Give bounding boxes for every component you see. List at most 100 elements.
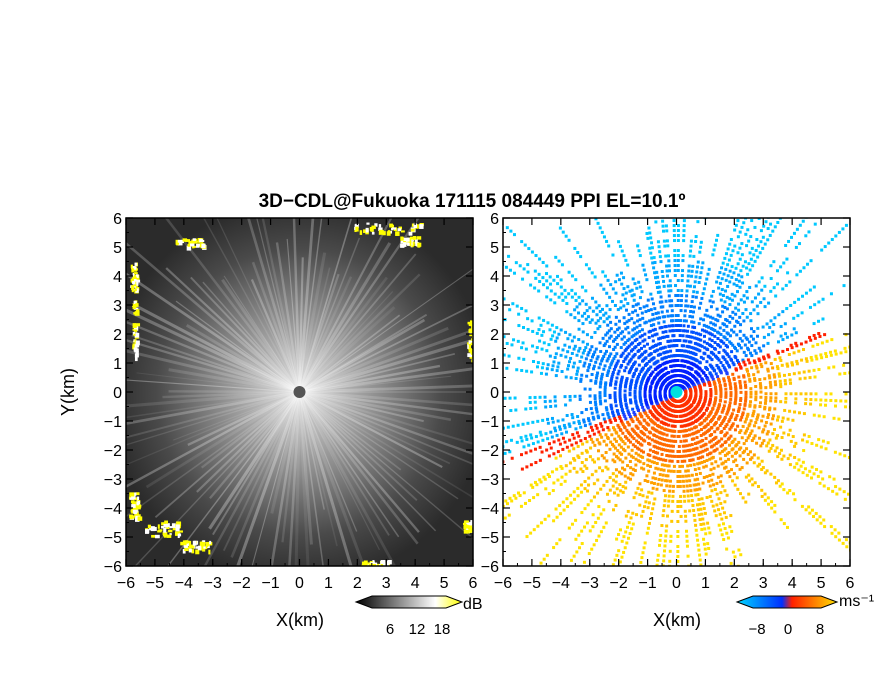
velocity-pixel [636,319,640,323]
edge-echo-pixel [410,236,415,240]
velocity-pixel [724,369,728,373]
velocity-pixel [654,276,658,280]
velocity-pixel [594,381,598,385]
velocity-pixel [792,351,796,355]
velocity-pixel [794,245,798,249]
reflectivity-ray [299,391,473,540]
velocity-pixel [695,446,699,450]
velocity-pixel [592,353,596,357]
velocity-pixel [532,496,536,500]
velocity-pixel [615,409,619,413]
velocity-pixel [737,447,741,451]
velocity-pixel [776,479,780,483]
velocity-pixel [673,254,677,258]
velocity-pixel [582,348,586,352]
velocity-pixel [649,324,653,328]
velocity-pixel [723,300,727,304]
velocity-pixel [793,465,797,469]
velocity-pixel [580,411,584,415]
edge-echo-pixel [197,545,202,551]
velocity-pixel [780,363,784,367]
velocity-pixel [646,236,650,240]
velocity-pixel [581,322,585,326]
edge-echo-pixel [135,303,139,307]
velocity-pixel [619,300,623,304]
velocity-pixel [698,361,702,365]
velocity-pixel [784,283,788,287]
velocity-pixel [717,351,721,355]
velocity-pixel [764,386,768,390]
edge-echo-pixel [195,546,199,549]
velocity-pixel [497,260,500,263]
velocity-pixel [609,379,613,383]
velocity-pixel [709,391,713,395]
velocity-pixel [503,451,507,455]
velocity-pixel [677,449,681,453]
edge-echo-pixel [188,540,192,545]
edge-echo-pixel [164,520,168,524]
velocity-pixel [679,319,683,323]
velocity-pixel [664,458,668,462]
velocity-pixel [663,443,667,447]
velocity-pixel [590,355,594,359]
velocity-pixel [626,325,630,329]
velocity-pixel [710,294,714,298]
velocity-pixel [762,297,766,301]
reflectivity-ray [299,391,459,500]
velocity-pixel [558,454,562,458]
velocity-pixel [628,391,632,395]
velocity-pixel [672,334,676,338]
velocity-pixel [745,414,749,418]
velocity-pixel [546,597,549,600]
x-tick-label: −5 [146,575,164,592]
velocity-pixel [656,240,660,244]
velocity-pixel [730,448,734,452]
velocity-pixel [689,600,692,603]
velocity-pixel [618,387,622,391]
velocity-pixel [657,477,661,481]
velocity-pixel [685,479,689,483]
velocity-pixel [665,264,669,268]
velocity-pixel [750,300,754,304]
velocity-pixel [711,253,715,257]
velocity-pixel [612,426,616,430]
velocity-pixel [730,441,734,445]
velocity-pixel [551,364,555,368]
velocity-pixel [573,497,577,501]
velocity-pixel [704,552,708,556]
velocity-pixel [604,311,608,315]
velocity-pixel [647,501,651,505]
velocity-pixel [624,486,628,490]
velocity-pixel [732,408,736,412]
edge-echo-pixel [201,243,206,249]
velocity-pixel [505,440,509,444]
velocity-pixel [702,419,706,423]
velocity-pixel [704,408,708,412]
velocity-pixel [572,347,576,351]
velocity-pixel [676,454,680,458]
velocity-pixel [741,451,745,455]
velocity-pixel [676,529,680,533]
velocity-pixel [651,328,655,332]
velocity-pixel [664,494,668,498]
velocity-pixel [549,430,553,434]
velocity-pixel [650,256,654,260]
velocity-pixel [690,473,694,477]
velocity-pixel [654,466,658,470]
velocity-pixel [721,261,725,265]
velocity-pixel [555,542,559,546]
velocity-pixel [680,279,684,283]
velocity-pixel [699,338,703,342]
reflectivity-ray [298,391,353,566]
velocity-pixel [682,229,686,233]
velocity-pixel [584,407,588,411]
velocity-pixel [597,441,601,445]
velocity-pixel [638,296,642,300]
x-tick-label: 1 [701,575,710,592]
velocity-pixel [693,468,697,472]
velocity-pixel [695,430,699,434]
velocity-pixel [784,243,788,247]
velocity-pixel [633,360,637,364]
velocity-pixel [752,461,756,465]
velocity-pixel [844,399,848,403]
